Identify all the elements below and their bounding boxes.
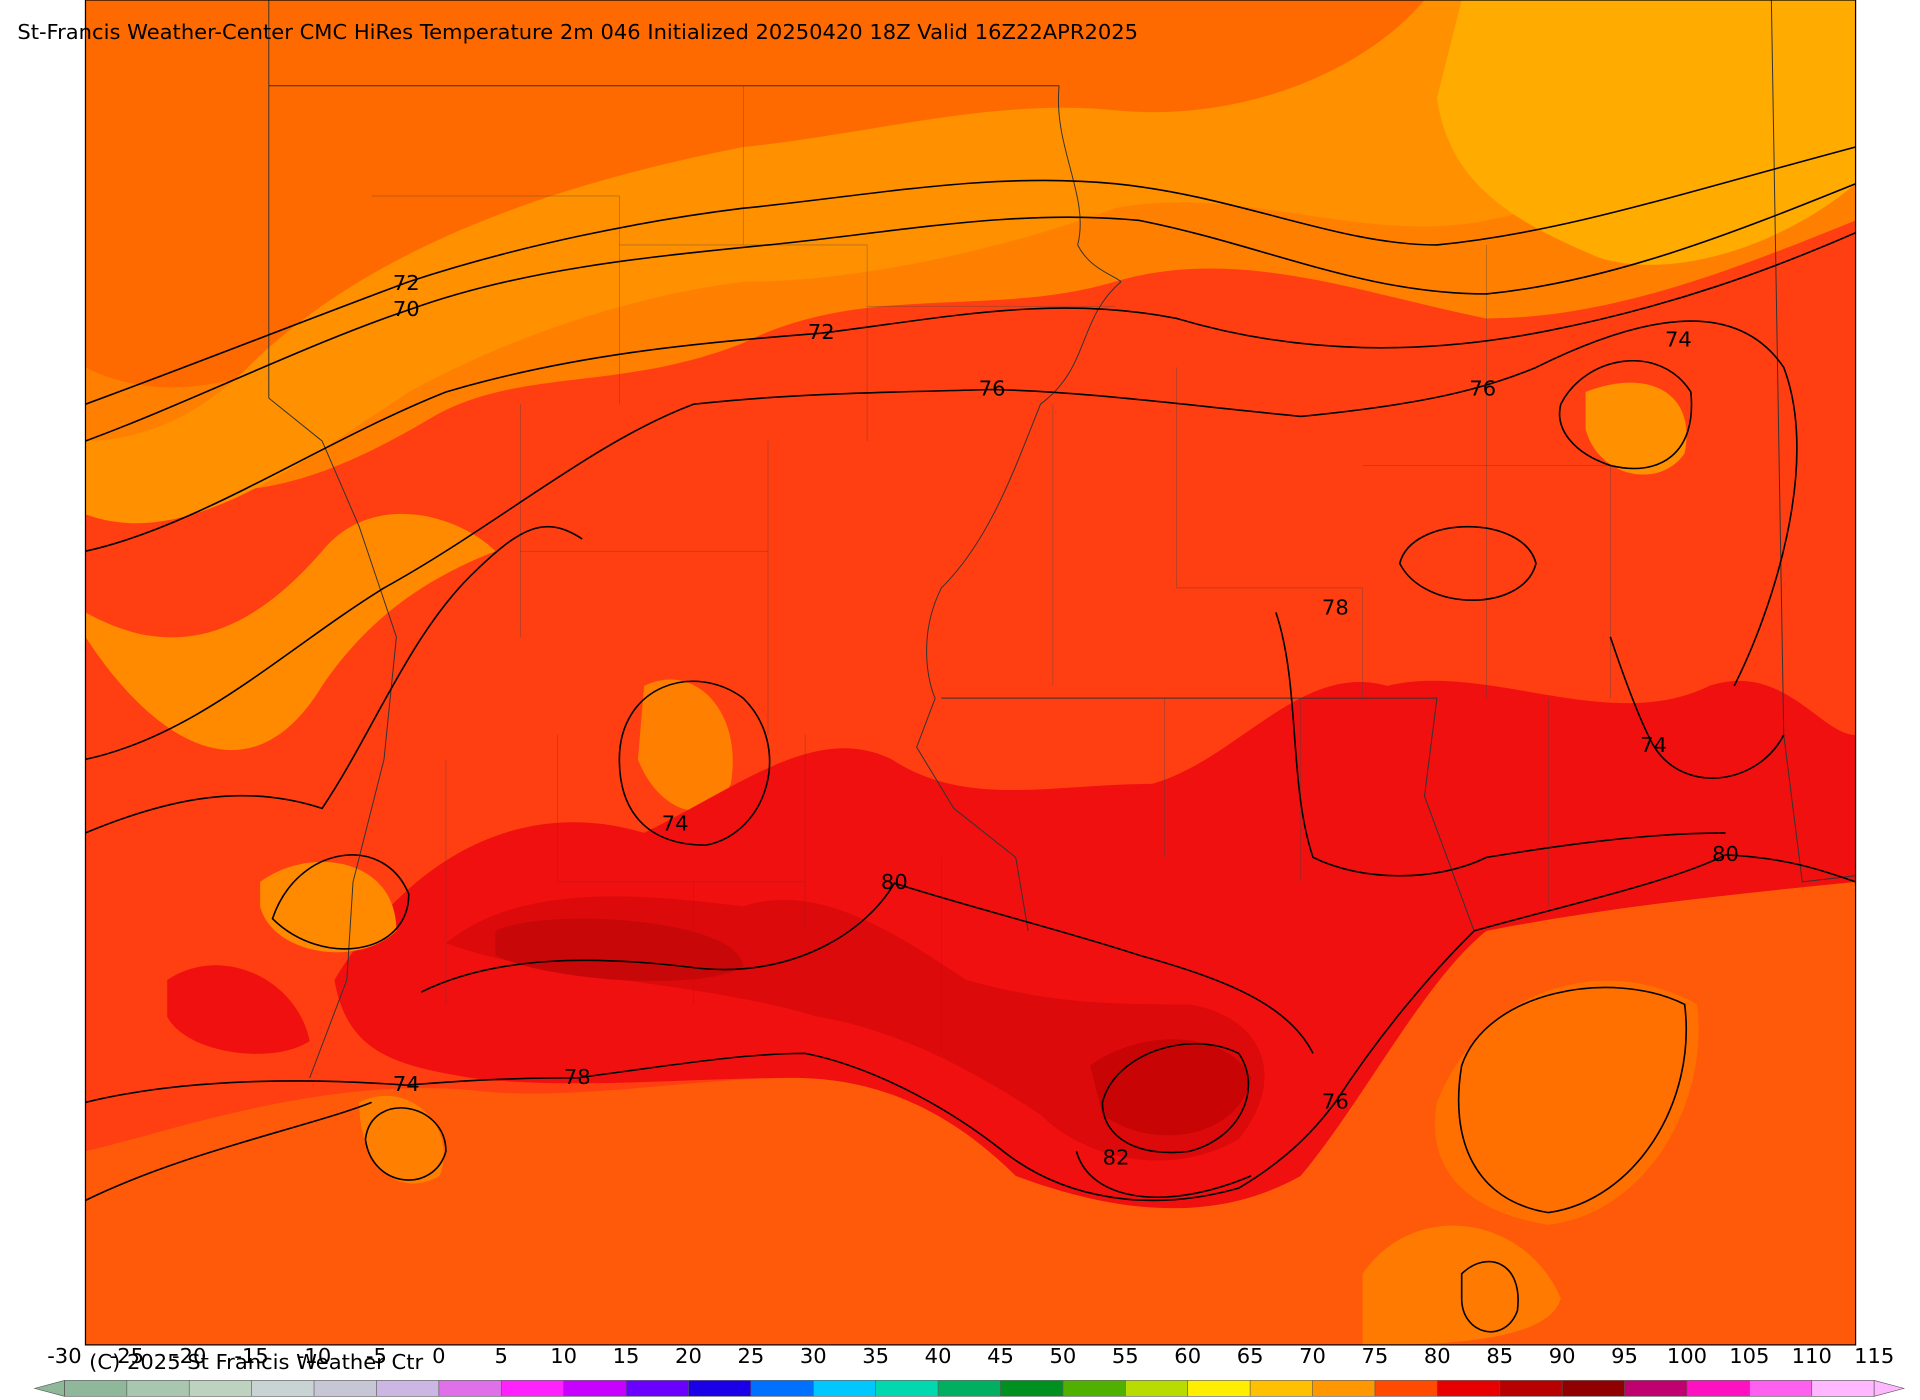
colorbar-segment (1062, 1380, 1126, 1397)
colorbar-segment (1125, 1380, 1188, 1397)
colorbar-segment (1312, 1380, 1375, 1397)
contour-label: 80 (1712, 842, 1739, 866)
colorbar-tick-label: 90 (1549, 1344, 1576, 1368)
contour-label: 78 (1322, 596, 1349, 620)
colorbar-tick-label: 15 (613, 1344, 640, 1368)
colorbar-segment (688, 1380, 751, 1397)
colorbar-tick-label: -25 (110, 1344, 144, 1368)
colorbar-segment (64, 1380, 127, 1397)
contour-label: 74 (662, 811, 689, 835)
temperature-field (85, 0, 1856, 1345)
colorbar-tick-label: 5 (495, 1344, 508, 1368)
colorbar-segment (126, 1380, 190, 1397)
colorbar-segment (875, 1380, 939, 1397)
colorbar-tick-label: -10 (297, 1344, 331, 1368)
colorbar-tick-label: 50 (1049, 1344, 1076, 1368)
colorbar-tick-label: -15 (234, 1344, 268, 1368)
contour-label: 72 (393, 271, 420, 295)
colorbar-segment (938, 1380, 1001, 1397)
colorbar-segment (1811, 1380, 1875, 1397)
colorbar-segment (189, 1380, 252, 1397)
colorbar-tick-label: 95 (1611, 1344, 1638, 1368)
colorbar-tick-label: 85 (1486, 1344, 1513, 1368)
contour-label: 76 (1469, 377, 1496, 401)
colorbar-tick-label: 115 (1854, 1344, 1894, 1368)
contour-label: 74 (1665, 328, 1692, 352)
contour-label: 80 (881, 870, 908, 894)
contour-label: 74 (1640, 733, 1667, 757)
colorbar-tick-label: 10 (550, 1344, 577, 1368)
colorbar-segment (501, 1380, 564, 1397)
colorbar-tick-label: 45 (987, 1344, 1014, 1368)
colorbar-tick-label: 40 (925, 1344, 952, 1368)
colorbar-segment (813, 1380, 876, 1397)
map-title: St-Francis Weather-Center CMC HiRes Temp… (17, 20, 1138, 44)
colorbar-segment (1686, 1380, 1750, 1397)
colorbar-tick-label: 70 (1299, 1344, 1326, 1368)
copyright: (C) 2025 St Francis Weather Ctr (89, 1350, 423, 1374)
colorbar-segment (1749, 1380, 1812, 1397)
colorbar-segment (563, 1380, 627, 1397)
colorbar-segment (376, 1380, 439, 1397)
colorbar-segment (1187, 1380, 1251, 1397)
colorbar-arrow (1873, 1380, 1906, 1397)
colorbar-arrow (33, 1380, 65, 1397)
colorbar-tick-label: 55 (1112, 1344, 1139, 1368)
contour-label: 74 (393, 1072, 420, 1096)
colorbar-segment (1562, 1380, 1625, 1397)
colorbar: -30 -25 -20 -15 -10 -5 0 5 10 15 20 25 30 35 40 45 50 55 6… (33, 1344, 1906, 1397)
colorbar-tick-label: 25 (737, 1344, 764, 1368)
colorbar-tick-label: 80 (1424, 1344, 1451, 1368)
colorbar-segment (626, 1380, 689, 1397)
contour-label: 82 (1103, 1146, 1130, 1170)
contour-label: 76 (1322, 1089, 1349, 1113)
contour-labels: 72 70 72 76 76 74 78 74 74 80 80 78 74 7… (393, 271, 1739, 1169)
contour-label: 76 (979, 377, 1006, 401)
colorbar-tick-label: 105 (1729, 1344, 1769, 1368)
colorbar-tick-label: -30 (47, 1344, 81, 1368)
colorbar-tick-label: 30 (800, 1344, 827, 1368)
colorbar-tick-label: 35 (862, 1344, 889, 1368)
colorbar-segment (1000, 1380, 1063, 1397)
colorbar-tick-label: 60 (1174, 1344, 1201, 1368)
map-frame (84, 0, 1857, 1346)
colorbar-tick-label: 110 (1792, 1344, 1832, 1368)
colorbar-segment (1624, 1380, 1687, 1397)
contour-label: 78 (564, 1065, 591, 1089)
colorbar-tick-label: 20 (675, 1344, 702, 1368)
colorbar-segment (251, 1380, 315, 1397)
colorbar-tick-label: 0 (432, 1344, 445, 1368)
colorbar-tick-label: 75 (1362, 1344, 1389, 1368)
colorbar-tick-label: -20 (172, 1344, 206, 1368)
contour-label: 72 (808, 320, 835, 344)
colorbar-tick-label: -5 (366, 1344, 387, 1368)
colorbar-segment (1437, 1380, 1500, 1397)
colorbar-segment (1250, 1380, 1313, 1397)
colorbar-segment (438, 1380, 502, 1397)
colorbar-segment (314, 1380, 377, 1397)
colorbar-segment (1499, 1380, 1563, 1397)
colorbar-segment (750, 1380, 814, 1397)
colorbar-tick-label: 100 (1667, 1344, 1707, 1368)
contour-label: 70 (393, 297, 420, 321)
colorbar-segment (1374, 1380, 1438, 1397)
colorbar-tick-label: 65 (1237, 1344, 1264, 1368)
